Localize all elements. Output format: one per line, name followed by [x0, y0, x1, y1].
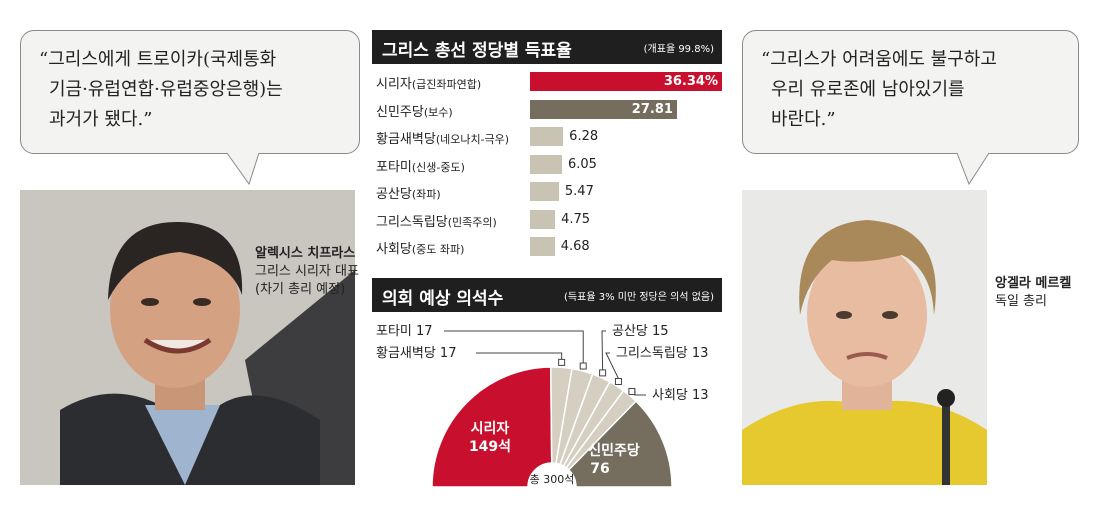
vote-share-title: 그리스 총선 정당별 득표율	[382, 41, 572, 61]
seats-note: (득표율 3% 미만 정당은 의석 없음)	[564, 292, 714, 303]
bar-label-note: (중도 좌파)	[411, 243, 465, 256]
seat-label-name: 시리자	[471, 421, 510, 437]
bar-label: 황금새벽당(네오나치-극우)	[376, 128, 509, 147]
merkel-name: 앙겔라 메르켈	[995, 276, 1072, 291]
seat-label-name: 신민주당	[588, 442, 640, 459]
bar-label-party: 공산당	[376, 187, 412, 202]
bar-label-party: 포타미	[376, 159, 412, 175]
bar-label-note: (급진좌파연합)	[411, 78, 482, 91]
seats-header: 의회 예상 의석수 (득표율 3% 미만 정당은 의석 없음)	[372, 278, 722, 312]
seat-callout-label: 공산당 15	[612, 324, 669, 339]
callout-marker	[599, 369, 607, 377]
total-seats-label: 총 300석	[530, 473, 575, 486]
tsipras-role: 그리스 시리자 대표	[255, 264, 359, 279]
merkel-photo	[742, 190, 987, 485]
quote-left-line-1: “그리스에게 트로이카(국제통화	[39, 49, 277, 70]
quote-left-line-3: 과거가 됐다.”	[49, 109, 153, 130]
bar	[530, 72, 722, 91]
seat-callout-label: 포타미 17	[376, 324, 433, 339]
callout-marker	[614, 377, 622, 385]
callout-marker	[628, 387, 636, 395]
callout-marker	[558, 358, 566, 366]
quote-right-line-1: “그리스가 어려움에도 불구하고	[761, 49, 997, 70]
bar	[530, 154, 562, 174]
vote-share-header: 그리스 총선 정당별 득표율 (개표율 99.8%)	[372, 30, 722, 64]
bar-label-party: 신민주당	[376, 104, 424, 120]
bar-value-label: 5.47	[564, 184, 594, 199]
seat-callout-label: 그리스독립당 13	[616, 346, 708, 361]
bar-label: 시리자(급진좌파연합)	[376, 73, 481, 92]
bar-label-note: (보수)	[423, 105, 453, 119]
callout-line	[444, 330, 584, 364]
bar-label-note: (신생-중도)	[411, 160, 465, 174]
seats-title: 의회 예상 의석수	[382, 289, 504, 309]
bar	[530, 127, 564, 146]
bar-label-note: (민족주의)	[447, 215, 497, 229]
bar-label: 공산당(좌파)	[376, 183, 441, 202]
tsipras-name: 알렉시스 치프라스	[255, 246, 356, 261]
callout-line	[634, 389, 646, 396]
quote-bubble-right: “그리스가 어려움에도 불구하고 우리 유로존에 남아있기를 바란다.”	[742, 30, 1079, 154]
tsipras-caption: 알렉시스 치프라스 그리스 시리자 대표 (차기 총리 예정)	[255, 245, 359, 299]
bar-label: 포타미(신생-중도)	[376, 156, 465, 175]
bar-label-note: (네오나치-극우)	[435, 133, 510, 146]
bubble-tail-right	[956, 152, 990, 186]
bar-label: 신민주당(보수)	[376, 101, 453, 120]
bar-value-label: 36.34%	[663, 74, 718, 89]
tsipras-photo	[20, 190, 355, 485]
bar-label-party: 그리스독립당	[376, 214, 448, 230]
seat-callout-label: 사회당 13	[652, 388, 709, 403]
seat-label-value: 149석	[469, 439, 511, 455]
bar	[530, 182, 559, 201]
bar-value-label: 6.28	[569, 129, 599, 144]
bar-value-label: 6.05	[567, 156, 597, 172]
bar-label-party: 황금새벽당	[376, 132, 436, 147]
bar-value-label: 27.81	[631, 101, 673, 117]
callout-marker	[579, 362, 587, 370]
bubble-tail-left	[226, 152, 260, 186]
bar	[530, 99, 677, 119]
bar-value-label: 4.75	[561, 211, 591, 227]
merkel-caption: 앙겔라 메르켈 독일 총리	[995, 275, 1071, 311]
quote-bubble-left: “그리스에게 트로이카(국제통화 기금·유럽연합·유럽중앙은행)는 과거가 됐다…	[20, 30, 360, 154]
quote-left-line-2: 기금·유럽연합·유럽중앙은행)는	[49, 79, 283, 100]
bar	[530, 237, 555, 256]
bar-label: 그리스독립당(민족주의)	[376, 211, 497, 230]
callout-line	[476, 352, 563, 360]
bar-label: 사회당(중도 좌파)	[376, 238, 464, 257]
seat-callout-label: 황금새벽당 17	[376, 346, 456, 361]
bar-label-note: (좌파)	[411, 188, 441, 201]
vote-share-chart: 시리자(급진좌파연합) 36.34% 신민주당(보수) 27.81 황금새벽당(네오나치…	[372, 70, 722, 260]
bar-value-label: 4.68	[560, 239, 590, 254]
bar-label-party: 시리자	[376, 77, 412, 92]
quote-right-line-3: 바란다.”	[771, 109, 836, 130]
tsipras-role-note: (차기 총리 예정)	[255, 282, 346, 297]
seat-slice	[567, 400, 673, 488]
vote-share-note: (개표율 99.8%)	[643, 44, 714, 55]
seat-label-value: 76	[590, 461, 609, 477]
seat-slice	[431, 366, 553, 488]
callout-line	[601, 330, 606, 370]
bar	[530, 209, 556, 229]
merkel-role: 독일 총리	[995, 294, 1047, 309]
quote-right-line-2: 우리 유로존에 남아있기를	[771, 79, 965, 100]
callout-line	[605, 352, 619, 379]
seats-chart: 시리자 149석 신민주당 76 황금새벽당 17 포타미 17 공산당 15 그리스독립당 …	[376, 324, 709, 488]
bar-label-party: 사회당	[376, 242, 412, 257]
